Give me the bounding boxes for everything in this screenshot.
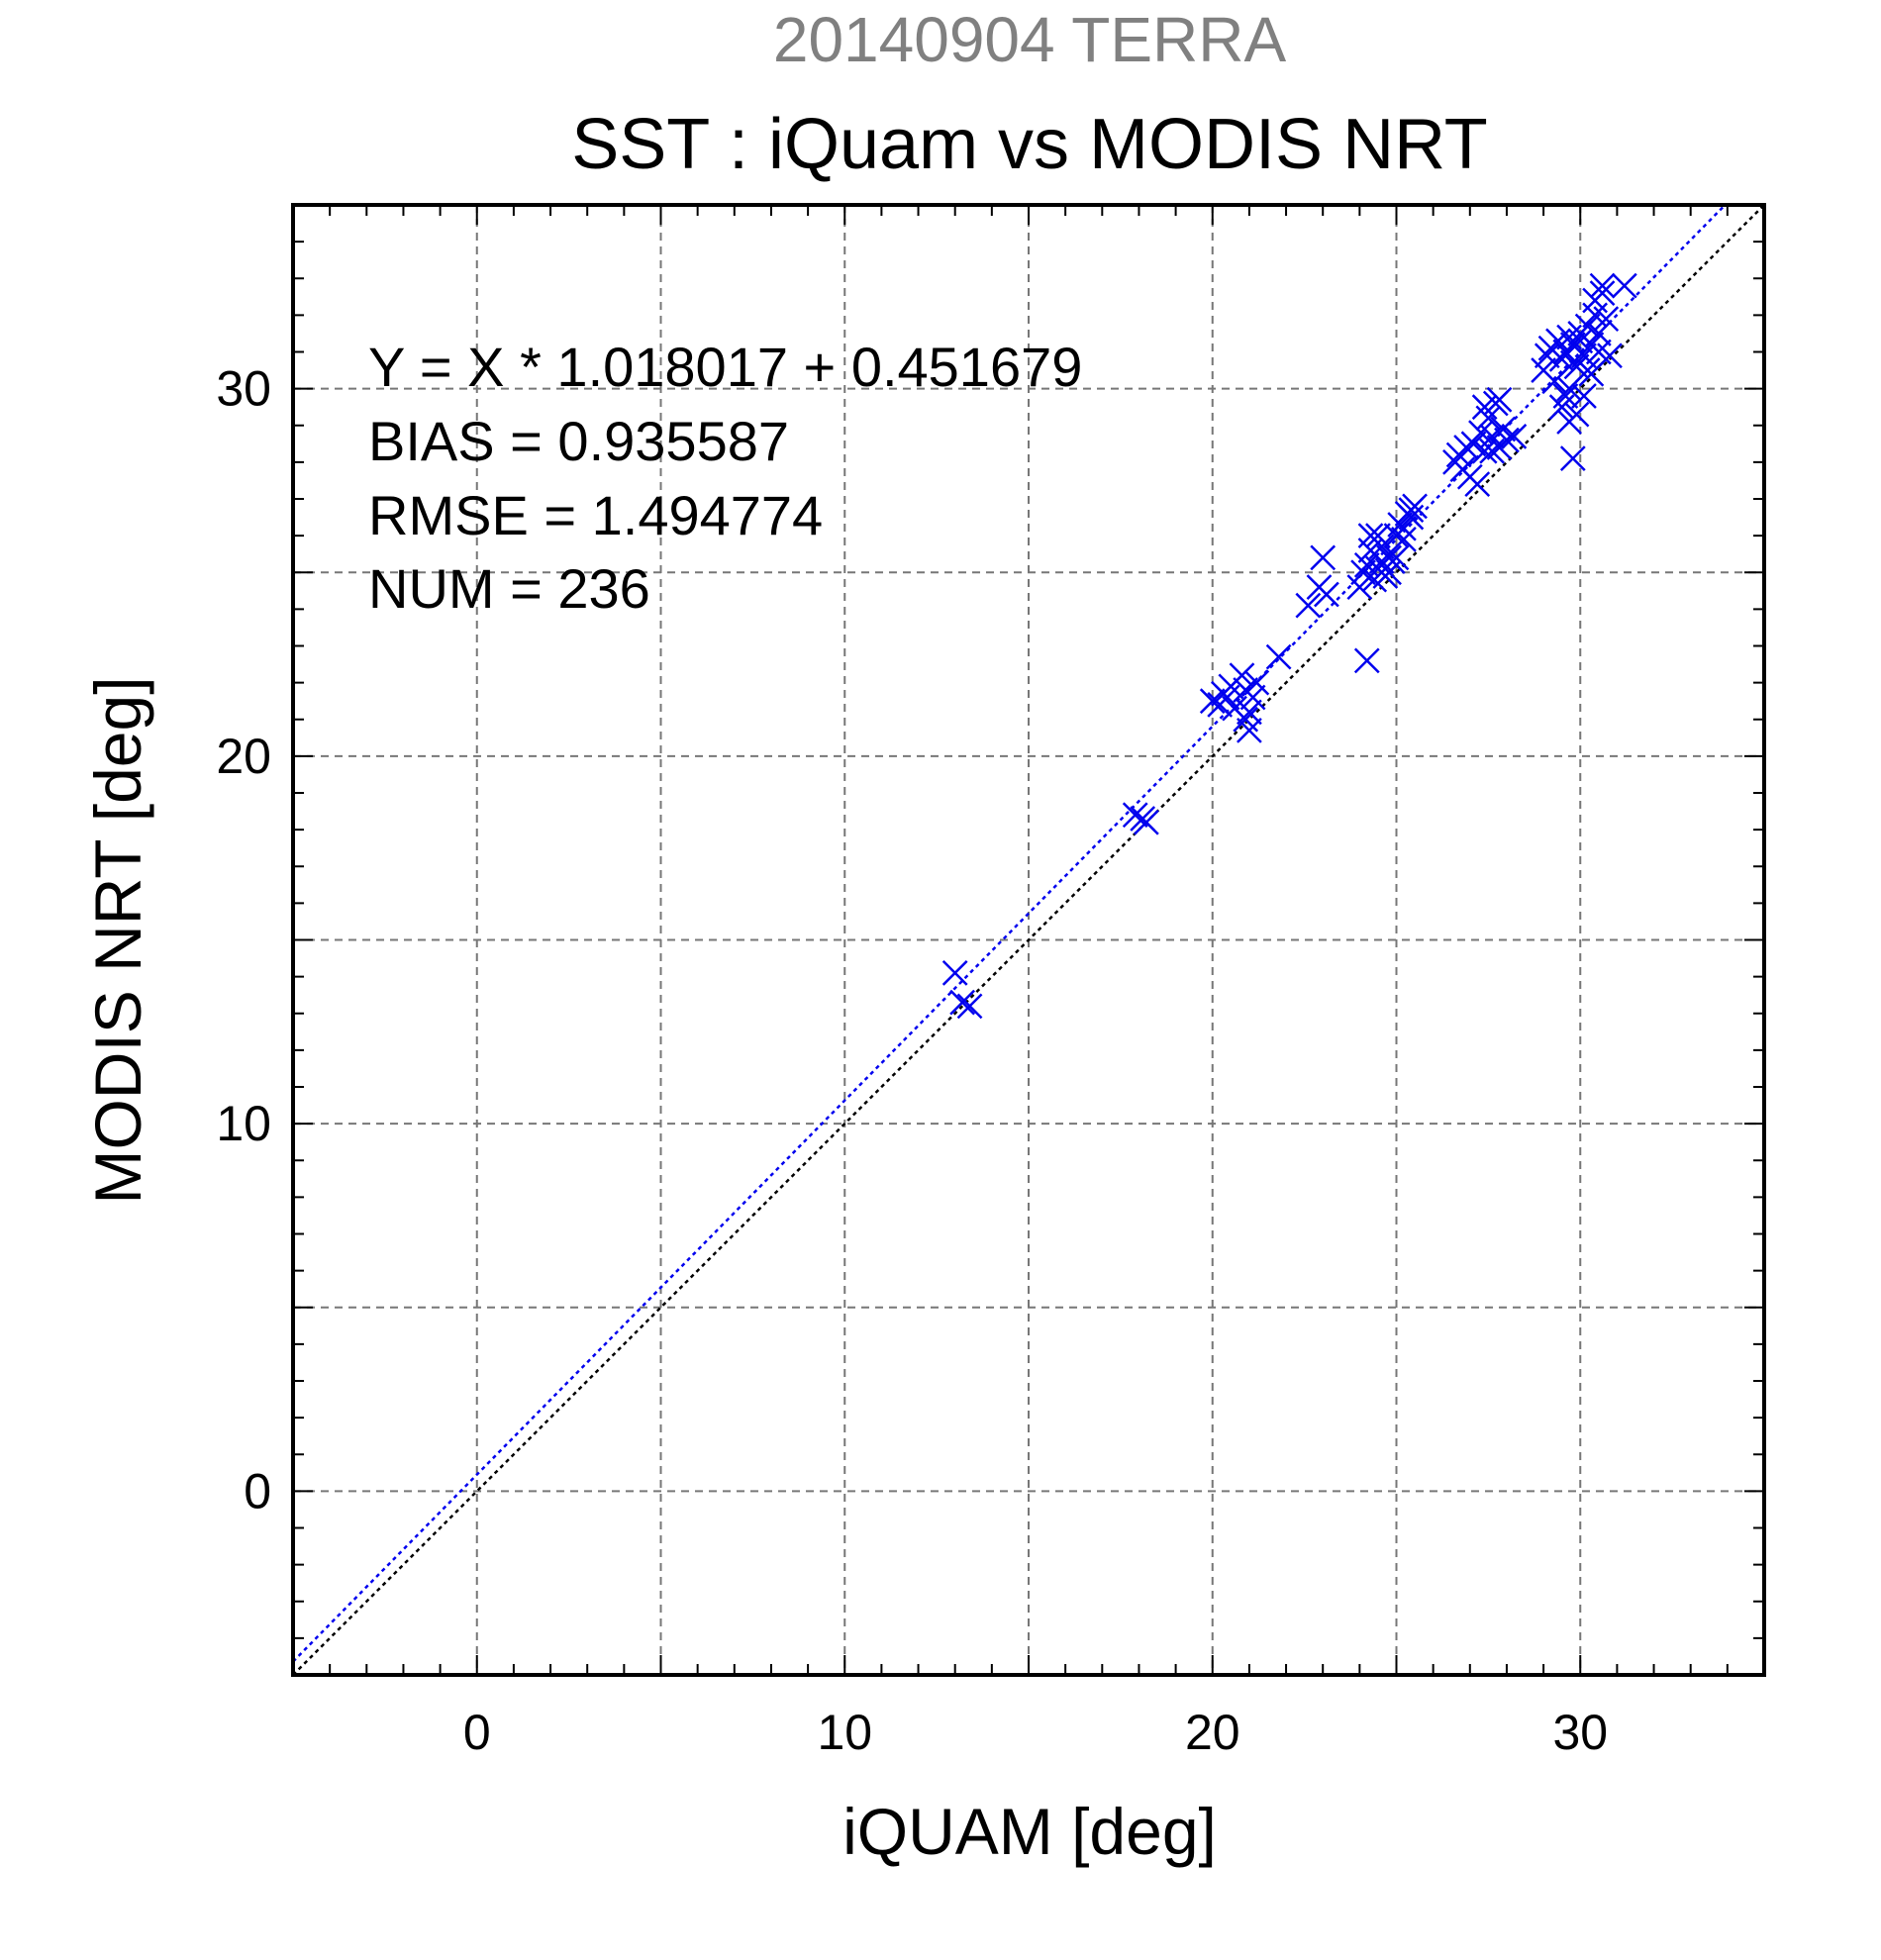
data-point [1486, 386, 1513, 413]
data-point [1237, 699, 1262, 726]
data-point [1353, 647, 1380, 674]
scatter-points [941, 272, 1637, 1020]
y-tick-label: 10 [216, 1096, 271, 1151]
stat-bias: BIAS = 0.935587 [368, 410, 789, 472]
data-point [1552, 383, 1579, 409]
x-axis-label: iQUAM [deg] [842, 1795, 1217, 1868]
data-point [1314, 581, 1339, 608]
x-tick-label: 20 [1185, 1705, 1240, 1760]
data-point [1233, 677, 1259, 703]
y-tick-label: 30 [216, 361, 271, 417]
data-point [1133, 809, 1159, 835]
x-tick-labels: 0 10 20 30 [463, 1705, 1608, 1760]
data-point [1571, 383, 1597, 409]
y-tick-label: 0 [244, 1463, 271, 1519]
data-point [941, 960, 968, 986]
data-point [956, 993, 983, 1020]
data-point [1295, 592, 1322, 619]
data-point [1376, 559, 1402, 586]
data-point [1350, 559, 1376, 586]
data-point [1460, 431, 1487, 457]
data-point [1199, 688, 1226, 715]
data-point [1265, 643, 1292, 670]
stat-rmse: RMSE = 1.494774 [368, 484, 823, 546]
data-point [1391, 515, 1417, 541]
data-point [1589, 280, 1616, 306]
data-point [1237, 718, 1262, 743]
plot-frame [291, 203, 1766, 1677]
data-point [1464, 471, 1491, 498]
data-point [1471, 394, 1498, 421]
stat-fit-equation: Y = X * 1.018017 + 0.451679 [368, 336, 1082, 398]
y-tick-label: 20 [216, 729, 271, 784]
stat-num: NUM = 236 [368, 557, 650, 620]
data-point [1122, 802, 1148, 829]
data-point [1494, 427, 1520, 453]
data-point [1567, 328, 1594, 354]
data-point [1243, 669, 1270, 696]
data-point [1559, 445, 1586, 472]
fit-line [293, 205, 1728, 1663]
data-point [1479, 438, 1505, 464]
x-tick-label: 30 [1552, 1705, 1608, 1760]
data-point [1391, 526, 1417, 552]
chart-supertitle: 20140904 TERRA [773, 4, 1287, 75]
data-point [1574, 357, 1601, 383]
stats-box: Y = X * 1.018017 + 0.451679 BIAS = 0.935… [368, 336, 1082, 620]
data-point [1589, 272, 1616, 299]
data-point [1552, 339, 1579, 365]
identity-line [293, 205, 1764, 1675]
y-axis-label: MODIS NRT [deg] [81, 676, 154, 1204]
data-point [1471, 438, 1498, 464]
reference-lines [293, 205, 1764, 1675]
data-point [1368, 534, 1395, 560]
data-point [1585, 321, 1612, 346]
y-tick-labels: 0 10 20 30 [216, 361, 271, 1519]
data-point [1611, 272, 1637, 299]
x-tick-label: 0 [463, 1705, 491, 1760]
data-point [1501, 424, 1528, 449]
data-point [949, 989, 976, 1016]
data-point [1559, 349, 1586, 376]
chart-title: SST : iQuam vs MODIS NRT [571, 105, 1488, 184]
data-point [1556, 409, 1582, 435]
data-point [1383, 544, 1410, 571]
data-point [1534, 343, 1560, 369]
data-point [1310, 544, 1336, 571]
data-point [1229, 662, 1255, 689]
x-tick-label: 10 [817, 1705, 872, 1760]
data-point [1398, 504, 1425, 531]
